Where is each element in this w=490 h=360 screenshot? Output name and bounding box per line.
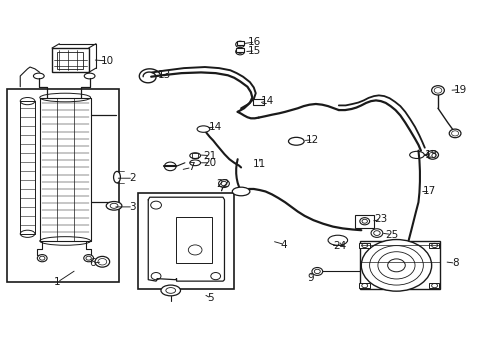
Text: 11: 11	[253, 159, 266, 169]
Text: 1: 1	[53, 277, 60, 287]
Text: 15: 15	[248, 46, 261, 56]
Text: 5: 5	[207, 293, 214, 303]
Circle shape	[84, 255, 94, 262]
Text: 18: 18	[425, 150, 438, 160]
Text: 9: 9	[308, 273, 314, 283]
Text: 2: 2	[129, 173, 136, 183]
Circle shape	[449, 129, 461, 138]
Text: 3: 3	[129, 202, 136, 212]
Text: 6: 6	[89, 258, 96, 268]
Circle shape	[236, 41, 245, 48]
Ellipse shape	[328, 235, 347, 245]
Ellipse shape	[161, 285, 180, 296]
Text: 10: 10	[100, 56, 114, 66]
Bar	[355, 215, 374, 228]
Bar	[175, 217, 212, 263]
Bar	[360, 241, 441, 289]
Text: 19: 19	[453, 85, 466, 95]
Text: 23: 23	[374, 215, 388, 224]
Ellipse shape	[232, 187, 250, 196]
Text: 14: 14	[209, 122, 222, 132]
Text: 13: 13	[158, 70, 171, 80]
Ellipse shape	[190, 160, 200, 166]
Circle shape	[164, 162, 176, 171]
Bar	[236, 48, 244, 52]
Bar	[52, 48, 89, 72]
Text: 7: 7	[188, 162, 195, 172]
Text: 20: 20	[203, 158, 217, 168]
Text: 17: 17	[423, 186, 436, 197]
Text: 14: 14	[260, 96, 273, 106]
Circle shape	[371, 229, 383, 237]
Ellipse shape	[289, 137, 304, 145]
Bar	[253, 99, 264, 104]
Ellipse shape	[106, 202, 122, 210]
Circle shape	[361, 239, 432, 291]
Bar	[6, 89, 119, 282]
Circle shape	[360, 218, 369, 225]
Text: 12: 12	[306, 135, 319, 145]
Bar	[359, 243, 369, 248]
Circle shape	[427, 150, 439, 159]
Ellipse shape	[114, 171, 121, 183]
Text: 22: 22	[217, 179, 230, 189]
Circle shape	[37, 255, 47, 262]
Bar	[429, 243, 440, 248]
Circle shape	[95, 256, 110, 267]
Text: 24: 24	[334, 241, 347, 251]
Ellipse shape	[197, 126, 210, 132]
Bar	[429, 283, 440, 288]
Bar	[139, 193, 234, 289]
Text: 4: 4	[281, 239, 288, 249]
Text: 21: 21	[203, 150, 217, 161]
Text: 25: 25	[385, 230, 398, 239]
Ellipse shape	[190, 153, 200, 158]
Bar	[192, 153, 198, 158]
Circle shape	[432, 86, 444, 95]
Circle shape	[236, 48, 245, 55]
Bar	[359, 283, 369, 288]
Bar	[237, 41, 244, 45]
Circle shape	[219, 180, 229, 188]
Text: 8: 8	[452, 258, 459, 268]
Text: 16: 16	[248, 37, 261, 47]
Circle shape	[312, 267, 323, 275]
Bar	[57, 52, 83, 69]
